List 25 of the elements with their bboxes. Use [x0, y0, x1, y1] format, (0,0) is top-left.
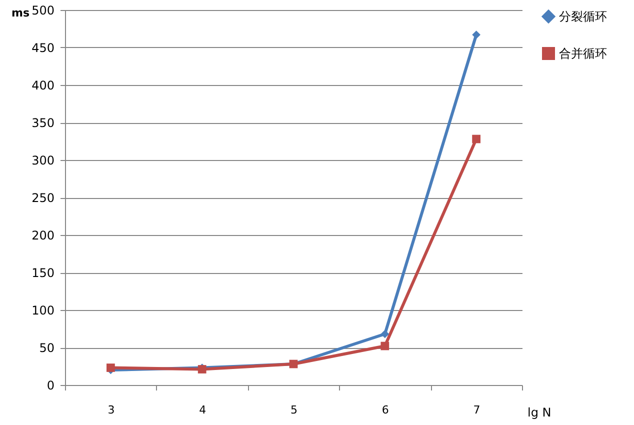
- point: [472, 134, 480, 144]
- y-tick-label: 350: [32, 116, 54, 130]
- point: [106, 364, 115, 372]
- y-tick-label: 200: [32, 228, 54, 242]
- y-tick-label: 100: [32, 304, 54, 318]
- y-tick-label: 400: [32, 78, 54, 92]
- x-axis-title: lg N: [528, 406, 552, 420]
- y-axis-title: ms: [11, 6, 30, 20]
- x-tick-label: 7: [473, 404, 480, 416]
- y-tick-label: 50: [39, 341, 54, 355]
- legend-label: 合并循环: [559, 46, 607, 60]
- y-tick-label: 450: [32, 41, 54, 55]
- point: [380, 342, 390, 350]
- x-tick-label: 3: [108, 404, 115, 416]
- y-tick-label: 500: [32, 4, 54, 18]
- y-tick-label: 0: [46, 378, 54, 392]
- y-tick-label: 250: [32, 191, 54, 205]
- x-tick-label: 5: [290, 404, 298, 416]
- x-tick-label: 6: [382, 404, 389, 416]
- point: [472, 30, 480, 39]
- legend-label: 分裂循环: [559, 10, 607, 24]
- y-tick-label: 300: [32, 154, 54, 168]
- x-tick-label: 4: [199, 404, 206, 416]
- point: [380, 330, 390, 338]
- y-tick-label: 150: [32, 266, 54, 280]
